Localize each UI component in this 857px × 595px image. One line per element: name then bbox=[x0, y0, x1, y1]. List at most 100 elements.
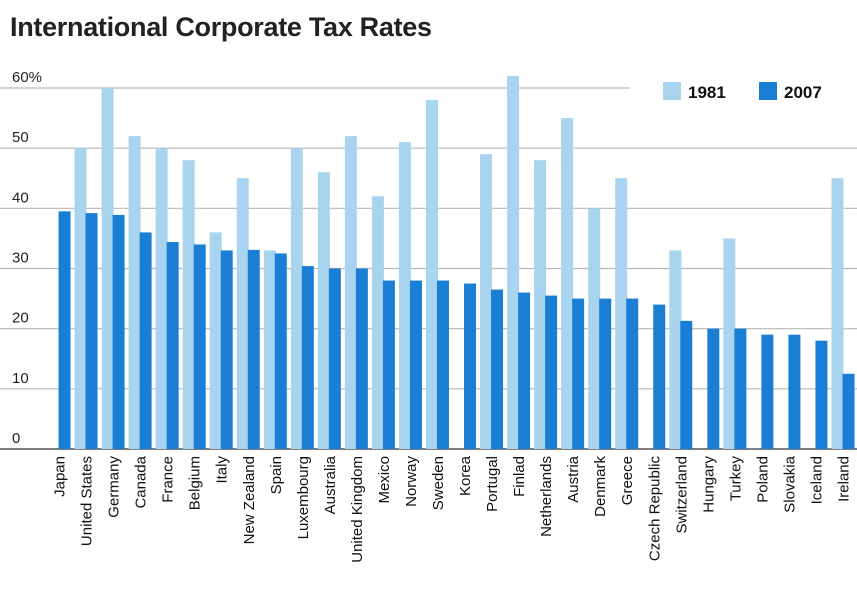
x-category-label: Italy bbox=[214, 456, 231, 484]
bar-1981-netherlands bbox=[534, 160, 547, 449]
bar-2007-czech-republic bbox=[653, 304, 666, 449]
bar-2007-new-zealand bbox=[247, 249, 260, 449]
x-category-label: Iceland bbox=[808, 456, 825, 504]
x-category-label: Denmark bbox=[592, 456, 609, 517]
bar-2007-hungary bbox=[707, 328, 720, 449]
bar-2007-canada bbox=[139, 232, 152, 449]
x-category-label: Austria bbox=[565, 455, 582, 502]
bar-1981-greece bbox=[615, 178, 628, 449]
y-tick-label: 0 bbox=[12, 430, 20, 447]
bar-1981-austria bbox=[561, 118, 574, 449]
bar-2007-greece bbox=[626, 298, 639, 449]
x-category-label: Luxembourg bbox=[295, 456, 312, 539]
y-tick-label: 10 bbox=[12, 370, 29, 387]
bar-1981-denmark bbox=[588, 208, 601, 449]
legend-label-1981: 1981 bbox=[688, 83, 726, 102]
x-category-label: Poland bbox=[754, 456, 771, 503]
x-category-label: Germany bbox=[106, 456, 123, 518]
y-tick-label: 20 bbox=[12, 310, 29, 327]
bar-1981-belgium bbox=[182, 160, 195, 449]
bar-1981-spain bbox=[263, 250, 276, 449]
bar-1981-turkey bbox=[723, 238, 736, 449]
bar-1981-finlad bbox=[507, 75, 520, 449]
x-category-label: New Zealand bbox=[241, 456, 258, 544]
x-category-label: Switzerland bbox=[673, 456, 690, 534]
bar-1981-norway bbox=[398, 142, 411, 449]
legend-swatch-2007 bbox=[759, 82, 777, 100]
x-category-label: Korea bbox=[457, 455, 474, 496]
bar-2007-austria bbox=[572, 298, 585, 449]
x-category-label: France bbox=[160, 456, 177, 503]
bar-1981-mexico bbox=[371, 196, 384, 449]
x-category-label: United Kingdom bbox=[349, 456, 366, 563]
bar-2007-united-kingdom bbox=[355, 268, 368, 449]
x-category-label: Japan bbox=[52, 456, 69, 497]
bar-2007-finlad bbox=[518, 292, 531, 449]
x-category-label: Sweden bbox=[430, 456, 447, 510]
x-category-label: Belgium bbox=[187, 456, 204, 510]
bar-2007-iceland bbox=[815, 340, 828, 449]
bar-1981-united-states bbox=[74, 148, 87, 449]
x-category-label: Slovakia bbox=[781, 455, 798, 512]
x-category-label: Hungary bbox=[700, 456, 717, 513]
x-category-label: Australia bbox=[322, 455, 339, 514]
y-tick-label: 60% bbox=[12, 69, 42, 86]
bar-1981-france bbox=[155, 148, 168, 449]
bar-1981-new-zealand bbox=[236, 178, 249, 449]
bar-1981-germany bbox=[101, 88, 114, 449]
bar-2007-mexico bbox=[382, 280, 395, 449]
x-category-label: United States bbox=[79, 456, 96, 546]
x-category-label: Portugal bbox=[484, 456, 501, 512]
y-axis-tick-labels: 0 10 20 30 40 50 60% bbox=[12, 69, 42, 447]
bar-2007-portugal bbox=[491, 289, 504, 449]
bar-2007-belgium bbox=[193, 244, 206, 449]
bar-1981-ireland bbox=[831, 178, 844, 449]
bar-2007-ireland bbox=[842, 373, 855, 449]
x-category-label: Ireland bbox=[835, 456, 852, 502]
bar-2007-italy bbox=[220, 250, 233, 449]
bar-1981-luxembourg bbox=[290, 148, 303, 449]
bar-2007-australia bbox=[328, 268, 341, 449]
bar-1981-portugal bbox=[480, 154, 493, 449]
bar-1981-italy bbox=[209, 232, 222, 449]
bars bbox=[58, 75, 855, 450]
bar-2007-japan bbox=[58, 211, 71, 449]
bar-1981-united-kingdom bbox=[344, 136, 357, 449]
bar-2007-sweden bbox=[436, 280, 449, 449]
legend: 1981 2007 bbox=[663, 82, 822, 102]
bar-2007-turkey bbox=[734, 328, 747, 449]
x-category-label: Czech Republic bbox=[646, 456, 663, 562]
bar-2007-slovakia bbox=[788, 334, 801, 449]
x-category-label: Mexico bbox=[376, 456, 393, 504]
chart-title: International Corporate Tax Rates bbox=[10, 12, 432, 42]
x-category-label: Greece bbox=[619, 456, 636, 505]
bar-1981-australia bbox=[317, 172, 330, 449]
bar-2007-france bbox=[166, 242, 179, 449]
x-category-label: Netherlands bbox=[538, 456, 555, 537]
x-category-label: Spain bbox=[268, 456, 285, 494]
bar-1981-canada bbox=[128, 136, 141, 449]
bar-2007-spain bbox=[274, 253, 287, 449]
y-tick-label: 50 bbox=[12, 129, 29, 146]
legend-swatch-1981 bbox=[663, 82, 681, 100]
bar-2007-luxembourg bbox=[301, 266, 314, 449]
y-tick-label: 30 bbox=[12, 250, 29, 267]
bar-1981-switzerland bbox=[669, 250, 682, 449]
x-category-label: Finlad bbox=[511, 456, 528, 497]
legend-label-2007: 2007 bbox=[784, 83, 822, 102]
x-category-label: Norway bbox=[403, 456, 420, 507]
bar-2007-korea bbox=[464, 283, 477, 449]
bar-1981-sweden bbox=[425, 100, 438, 450]
bar-2007-norway bbox=[409, 280, 422, 449]
x-category-label: Turkey bbox=[727, 456, 744, 502]
bar-2007-united-states bbox=[85, 213, 98, 449]
y-tick-label: 40 bbox=[12, 189, 29, 206]
x-category-label: Canada bbox=[133, 455, 150, 508]
x-axis-category-labels: Japan United States Germany Canada France Bel… bbox=[52, 455, 853, 562]
bar-2007-poland bbox=[761, 334, 774, 449]
bar-2007-denmark bbox=[599, 298, 612, 449]
bar-2007-switzerland bbox=[680, 320, 693, 449]
bar-2007-netherlands bbox=[545, 295, 558, 449]
bar-2007-germany bbox=[112, 214, 125, 449]
